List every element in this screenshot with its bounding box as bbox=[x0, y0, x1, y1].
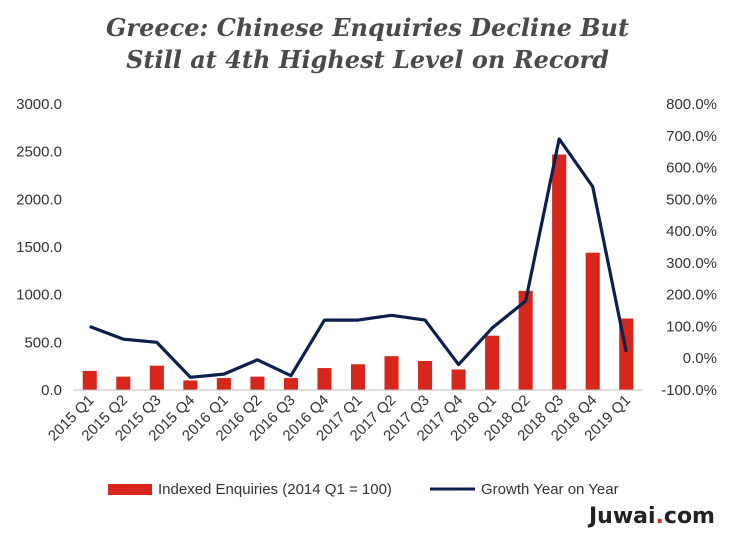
line-series bbox=[89, 137, 628, 379]
bar-2017-q1 bbox=[350, 364, 366, 390]
bar-2015-q4 bbox=[183, 380, 198, 390]
bar-2016-q2 bbox=[250, 376, 265, 390]
bar-2016-q4 bbox=[317, 368, 332, 390]
bar-2018-q3 bbox=[552, 154, 567, 390]
bar-series bbox=[82, 154, 634, 390]
brand-dot: . bbox=[655, 504, 664, 529]
right-tick-label: 100.0% bbox=[666, 318, 717, 335]
chart-title-line-2: Still at 4th Highest Level on Record bbox=[126, 45, 609, 74]
left-tick-label: 0.0 bbox=[41, 382, 62, 399]
legend-label-indexed-enquiries: Indexed Enquiries (2014 Q1 = 100) bbox=[158, 481, 392, 498]
right-axis: -100.0% 0.0% 100.0% 200.0% 300.0% 400.0% 500.0… bbox=[661, 96, 717, 399]
growth-line bbox=[89, 137, 628, 379]
left-tick-label: 2500.0 bbox=[16, 144, 62, 161]
bar-2017-q3 bbox=[418, 360, 433, 390]
chart-title-line-1: Greece: Chinese Enquiries Decline But bbox=[105, 13, 630, 42]
bar-2018-q1 bbox=[485, 335, 500, 390]
right-tick-label: 500.0% bbox=[666, 191, 717, 208]
left-tick-label: 500.0 bbox=[24, 334, 62, 351]
bar-2018-q2 bbox=[518, 290, 533, 390]
brand-name: Juwai bbox=[588, 504, 656, 529]
right-tick-label: 600.0% bbox=[666, 160, 717, 177]
left-axis: 0.0 500.0 1000.0 1500.0 2000.0 2500.0 3000.0 bbox=[16, 96, 62, 399]
bar-2018-q4 bbox=[585, 252, 600, 390]
right-tick-label: 800.0% bbox=[666, 96, 717, 113]
right-tick-label: 300.0% bbox=[666, 255, 717, 272]
bar-2017-q4 bbox=[451, 369, 466, 390]
bar-2015-q2 bbox=[116, 376, 131, 390]
bar-2016-q1 bbox=[216, 378, 231, 390]
left-tick-label: 1000.0 bbox=[16, 287, 62, 304]
right-tick-label: 0.0% bbox=[683, 350, 717, 367]
bar-2016-q3 bbox=[283, 378, 298, 390]
left-tick-label: 2000.0 bbox=[16, 191, 62, 208]
legend-swatch-indexed-enquiries bbox=[108, 484, 152, 495]
bar-2015-q1 bbox=[82, 370, 97, 390]
right-tick-label: 700.0% bbox=[666, 128, 717, 145]
legend-label-growth: Growth Year on Year bbox=[481, 481, 619, 498]
right-tick-label: 400.0% bbox=[666, 223, 717, 240]
left-tick-label: 1500.0 bbox=[16, 239, 62, 256]
brand-tld: com bbox=[663, 504, 715, 529]
chart-title: Greece: Chinese Enquiries Decline But St… bbox=[0, 12, 735, 76]
left-tick-label: 3000.0 bbox=[16, 96, 62, 113]
legend: Indexed Enquiries (2014 Q1 = 100) Growth… bbox=[108, 481, 619, 498]
juwai-logo: Juwai.com bbox=[589, 504, 715, 529]
right-tick-label: -100.0% bbox=[661, 382, 717, 399]
right-tick-label: 200.0% bbox=[666, 287, 717, 304]
bar-2017-q2 bbox=[384, 356, 399, 390]
bar-2015-q3 bbox=[149, 365, 164, 390]
